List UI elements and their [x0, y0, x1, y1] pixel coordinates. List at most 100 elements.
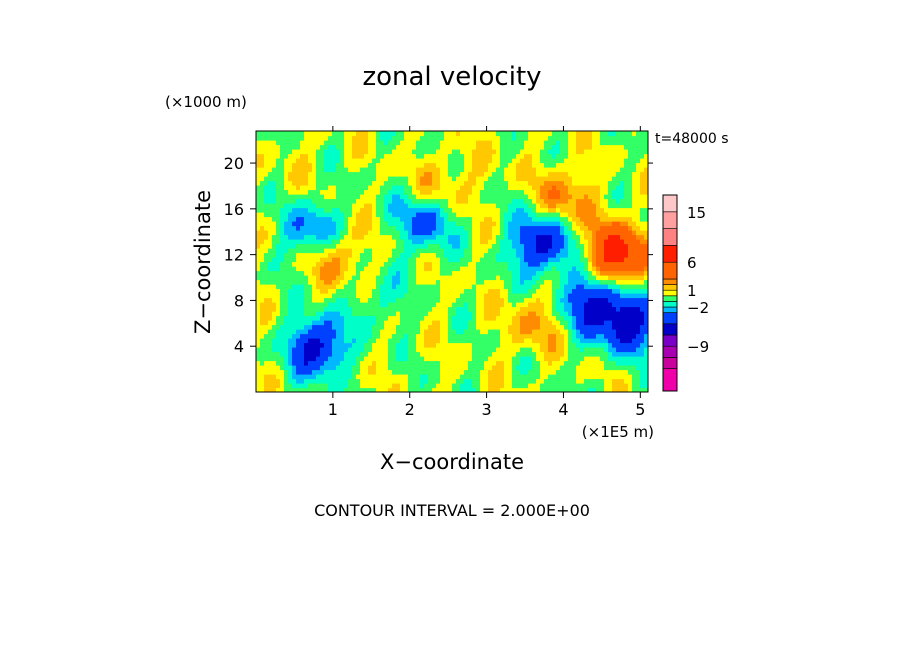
- field-cell: [408, 360, 413, 366]
- field-cell: [452, 378, 457, 384]
- field-cell: [284, 252, 289, 258]
- field-cell: [268, 180, 273, 186]
- field-cell: [332, 365, 337, 371]
- field-cell: [476, 234, 481, 240]
- field-cell: [312, 293, 317, 299]
- field-cell: [416, 261, 421, 267]
- field-cell: [296, 342, 301, 348]
- field-cell: [336, 207, 341, 213]
- field-cell: [592, 149, 597, 155]
- field-cell: [296, 266, 301, 272]
- field-cell: [588, 135, 593, 141]
- field-cell: [348, 288, 353, 294]
- field-cell: [268, 338, 273, 344]
- field-cell: [424, 234, 429, 240]
- field-cell: [264, 306, 269, 312]
- field-cell: [412, 221, 417, 227]
- field-cell: [488, 212, 493, 218]
- field-cell: [364, 261, 369, 267]
- field-cell: [480, 279, 485, 285]
- field-cell: [564, 329, 569, 335]
- field-cell: [568, 171, 573, 177]
- field-cell: [352, 320, 357, 326]
- field-cell: [560, 171, 565, 177]
- field-cell: [320, 347, 325, 353]
- field-cell: [588, 369, 593, 375]
- field-cell: [564, 243, 569, 249]
- field-cell: [520, 270, 525, 276]
- field-cell: [268, 387, 273, 392]
- field-cell: [284, 153, 289, 159]
- field-cell: [576, 207, 581, 213]
- field-cell: [456, 207, 461, 213]
- field-cell: [364, 324, 369, 330]
- field-cell: [464, 315, 469, 321]
- field-cell: [344, 266, 349, 272]
- field-cell: [448, 261, 453, 267]
- field-cell: [552, 365, 557, 371]
- field-cell: [516, 360, 521, 366]
- field-cell: [576, 234, 581, 240]
- field-cell: [376, 216, 381, 222]
- field-cell: [520, 297, 525, 303]
- field-cell: [388, 266, 393, 272]
- field-cell: [484, 216, 489, 222]
- field-cell: [428, 387, 433, 392]
- field-cell: [536, 221, 541, 227]
- field-cell: [284, 338, 289, 344]
- field-cell: [360, 288, 365, 294]
- field-cell: [452, 270, 457, 276]
- field-cell: [428, 279, 433, 285]
- field-cell: [560, 270, 565, 276]
- field-cell: [272, 221, 277, 227]
- field-cell: [548, 297, 553, 303]
- field-cell: [356, 266, 361, 272]
- field-cell: [460, 342, 465, 348]
- field-cell: [540, 297, 545, 303]
- field-cell: [592, 293, 597, 299]
- field-cell: [544, 266, 549, 272]
- field-cell: [344, 203, 349, 209]
- field-cell: [356, 131, 361, 137]
- field-cell: [268, 333, 273, 339]
- field-cell: [276, 279, 281, 285]
- field-cell: [372, 185, 377, 191]
- field-cell: [572, 365, 577, 371]
- field-cell: [576, 230, 581, 236]
- field-cell: [280, 180, 285, 186]
- field-cell: [532, 374, 537, 380]
- field-cell: [564, 203, 569, 209]
- field-cell: [348, 365, 353, 371]
- field-cell: [292, 360, 297, 366]
- field-cell: [512, 383, 517, 389]
- field-cell: [376, 131, 381, 137]
- field-cell: [548, 162, 553, 168]
- field-cell: [380, 167, 385, 173]
- field-cell: [400, 329, 405, 335]
- field-cell: [580, 176, 585, 182]
- field-cell: [588, 351, 593, 357]
- field-cell: [564, 261, 569, 267]
- field-cell: [492, 293, 497, 299]
- field-cell: [540, 279, 545, 285]
- field-cell: [440, 248, 445, 254]
- field-cell: [428, 234, 433, 240]
- field-cell: [420, 369, 425, 375]
- field-cell: [516, 243, 521, 249]
- field-cell: [416, 378, 421, 384]
- field-cell: [332, 306, 337, 312]
- field-cell: [280, 288, 285, 294]
- field-cell: [516, 257, 521, 263]
- field-cell: [528, 248, 533, 254]
- field-cell: [480, 329, 485, 335]
- field-cell: [412, 248, 417, 254]
- field-cell: [556, 180, 561, 186]
- field-cell: [444, 324, 449, 330]
- field-cell: [416, 189, 421, 195]
- field-cell: [260, 158, 265, 164]
- field-cell: [556, 387, 561, 392]
- field-cell: [596, 158, 601, 164]
- field-cell: [420, 324, 425, 330]
- field-cell: [304, 243, 309, 249]
- field-cell: [476, 221, 481, 227]
